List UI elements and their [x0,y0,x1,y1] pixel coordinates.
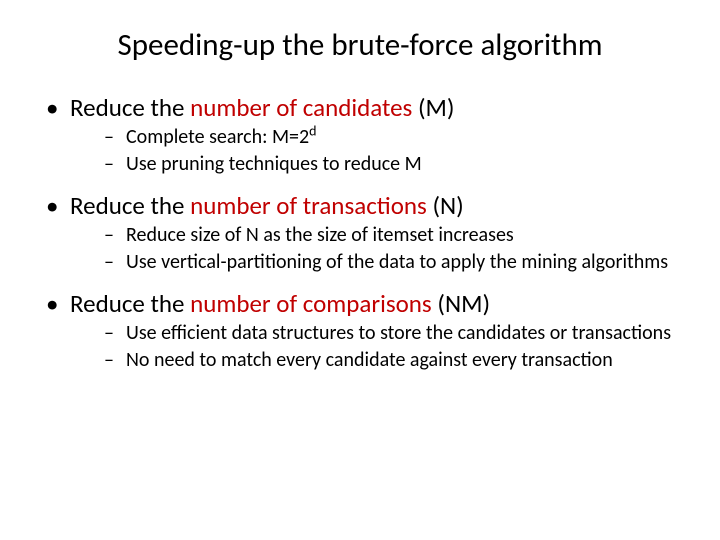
bullet-prefix: Reduce the [70,190,190,221]
bullet-highlight: number of comparisons [190,288,432,319]
bullet-highlight: number of transactions [190,190,427,221]
bullet-highlight: number of candidates [190,92,412,123]
sub-item: No need to match every candidate against… [70,348,680,372]
bullet-prefix: Reduce the [70,92,190,123]
sub-item: Use pruning techniques to reduce M [70,152,680,176]
slide: Speeding-up the brute-force algorithm Re… [0,0,720,540]
sub-list: Reduce size of N as the size of itemset … [70,223,680,274]
sub-text: No need to match every candidate against… [126,348,613,372]
bullet-suffix: (NM) [432,288,490,319]
slide-title: Speeding-up the brute-force algorithm [40,26,680,64]
bullet-suffix: (M) [412,92,454,123]
sub-item: Reduce size of N as the size of itemset … [70,223,680,247]
bullet-item: Reduce the number of candidates (M) Comp… [40,92,680,176]
sub-item: Use vertical-partitioning of the data to… [70,250,680,274]
sub-text: Use pruning techniques to reduce M [126,152,422,176]
sub-item: Complete search: M=2d [70,125,680,149]
sub-text: Reduce size of N as the size of itemset … [126,223,514,247]
sub-list: Complete search: M=2d Use pruning techni… [70,125,680,176]
sub-item: Use efficient data structures to store t… [70,321,680,345]
sub-text: Complete search: M=2d [126,125,317,149]
sub-list: Use efficient data structures to store t… [70,321,680,372]
bullet-list: Reduce the number of candidates (M) Comp… [40,92,680,372]
sub-text: Use vertical-partitioning of the data to… [126,250,668,274]
bullet-item: Reduce the number of comparisons (NM) Us… [40,288,680,372]
sub-text: Use efficient data structures to store t… [126,321,671,345]
bullet-item: Reduce the number of transactions (N) Re… [40,190,680,274]
bullet-prefix: Reduce the [70,288,190,319]
bullet-suffix: (N) [427,190,464,221]
